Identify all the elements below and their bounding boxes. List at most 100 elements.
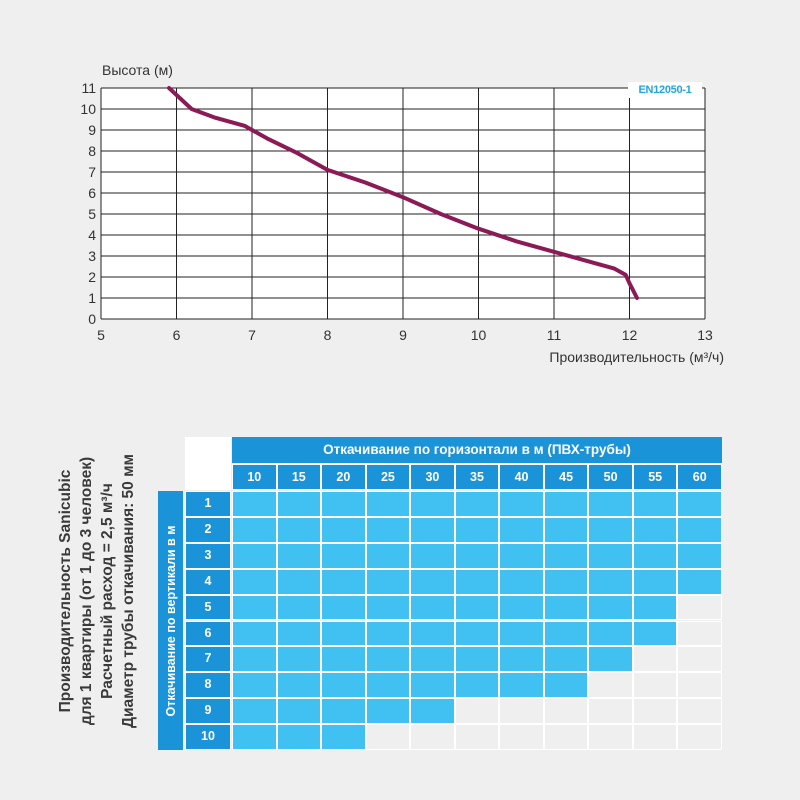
table-cell-filled — [454, 568, 500, 595]
table-cell-empty — [677, 724, 722, 750]
column-header: 25 — [365, 464, 411, 490]
table-cell-filled — [276, 646, 322, 673]
table-cell-filled — [232, 724, 277, 750]
row-header: 4 — [185, 568, 231, 595]
table-cell-filled — [232, 672, 277, 699]
table-cell-filled — [499, 491, 544, 517]
table-caption-line-4: Диаметр трубы откачивания: 50 мм — [120, 453, 137, 729]
table-cell-filled — [365, 491, 411, 517]
performance-chart: 0 1 2 3 4 5 6 7 8 9 10 11 5 6 7 8 9 10 11 12 13 Высота (м) Про… — [80, 62, 724, 365]
table-cell-filled — [543, 672, 589, 699]
table-cell-filled — [232, 568, 277, 595]
table-cell-filled — [321, 594, 366, 621]
column-header: 15 — [276, 464, 322, 490]
table-caption-line-1: Производительность Sanicubic — [57, 469, 74, 713]
x-tick-label: 13 — [697, 327, 713, 343]
table-cell-filled — [410, 698, 455, 725]
table-cell-filled — [410, 672, 455, 699]
x-tick-label: 5 — [97, 327, 105, 343]
horizontal-header: Откачивание по горизонтали в м (ПВХ-труб… — [232, 437, 722, 463]
table-cell-empty — [588, 724, 633, 750]
table-cell-filled — [677, 491, 722, 517]
table-cell-filled — [365, 646, 411, 673]
table-cell-filled — [499, 542, 544, 569]
table-cell-filled — [677, 542, 722, 569]
row-header: 8 — [185, 672, 231, 699]
row-header: 6 — [185, 620, 231, 647]
table-cell-filled — [232, 516, 277, 543]
y-tick-label: 3 — [88, 248, 96, 264]
table-cell-empty — [588, 672, 633, 699]
table-cell-filled — [321, 542, 366, 569]
table-cell-filled — [276, 516, 322, 543]
table-cell-filled — [632, 542, 678, 569]
table-cell-empty — [499, 698, 544, 725]
table-cell-filled — [276, 724, 322, 750]
x-tick-label: 10 — [471, 327, 487, 343]
y-tick-label: 9 — [88, 122, 96, 138]
table-cell-filled — [499, 646, 544, 673]
y-tick-label: 6 — [88, 185, 96, 201]
table-cell-filled — [543, 646, 589, 673]
column-header: 30 — [410, 464, 455, 490]
y-axis-label: Высота (м) — [102, 62, 173, 78]
column-header: 55 — [632, 464, 678, 490]
table-cell-filled — [499, 620, 544, 647]
table-cell-filled — [499, 516, 544, 543]
table-cell-empty — [632, 724, 678, 750]
table-cell-filled — [410, 594, 455, 621]
row-header: 9 — [185, 698, 231, 725]
table-corner — [185, 437, 231, 490]
table-cell-filled — [588, 594, 633, 621]
table-cell-filled — [454, 542, 500, 569]
table-cell-filled — [454, 516, 500, 543]
column-header: 35 — [454, 464, 500, 490]
table-cell-filled — [632, 620, 678, 647]
table-cell-filled — [410, 646, 455, 673]
standard-badge: EN12050-1 — [628, 82, 702, 98]
table-cell-empty — [632, 672, 678, 699]
column-header: 45 — [543, 464, 589, 490]
table-cell-filled — [276, 491, 322, 517]
table-cell-filled — [588, 646, 633, 673]
row-header: 5 — [185, 594, 231, 621]
table-cell-empty — [543, 698, 589, 725]
table-cell-filled — [276, 672, 322, 699]
table-caption-line-3: Расчетный расход = 2,5 м³/ч — [99, 483, 116, 699]
table-cell-filled — [321, 646, 366, 673]
table-cell-filled — [677, 516, 722, 543]
y-tick-label: 0 — [88, 311, 96, 327]
table-cell-filled — [365, 672, 411, 699]
table-cell-filled — [365, 594, 411, 621]
table-cell-filled — [321, 672, 366, 699]
table-cell-filled — [410, 568, 455, 595]
table-cell-filled — [365, 568, 411, 595]
table-cell-empty — [454, 724, 500, 750]
table-cell-empty — [543, 724, 589, 750]
row-header: 10 — [185, 724, 231, 750]
table-cell-filled — [454, 491, 500, 517]
table-cell-filled — [410, 516, 455, 543]
table-cell-filled — [588, 542, 633, 569]
column-header: 60 — [677, 464, 722, 490]
column-header: 40 — [499, 464, 544, 490]
x-tick-label: 7 — [248, 327, 256, 343]
table-cell-empty — [365, 724, 411, 750]
table-cell-empty — [632, 646, 678, 673]
table-cell-empty — [677, 646, 722, 673]
x-tick-label: 9 — [399, 327, 407, 343]
table-cell-filled — [410, 620, 455, 647]
table-cell-filled — [232, 698, 277, 725]
table-cell-filled — [632, 594, 678, 621]
table-cell-filled — [588, 491, 633, 517]
table-cell-filled — [365, 698, 411, 725]
table-cell-filled — [632, 568, 678, 595]
table-cell-filled — [321, 620, 366, 647]
table-cell-filled — [543, 568, 589, 595]
y-tick-label: 5 — [88, 206, 96, 222]
table-cell-empty — [632, 698, 678, 725]
table-cell-empty — [588, 698, 633, 725]
y-tick-label: 2 — [88, 269, 96, 285]
x-tick-label: 11 — [547, 327, 562, 343]
